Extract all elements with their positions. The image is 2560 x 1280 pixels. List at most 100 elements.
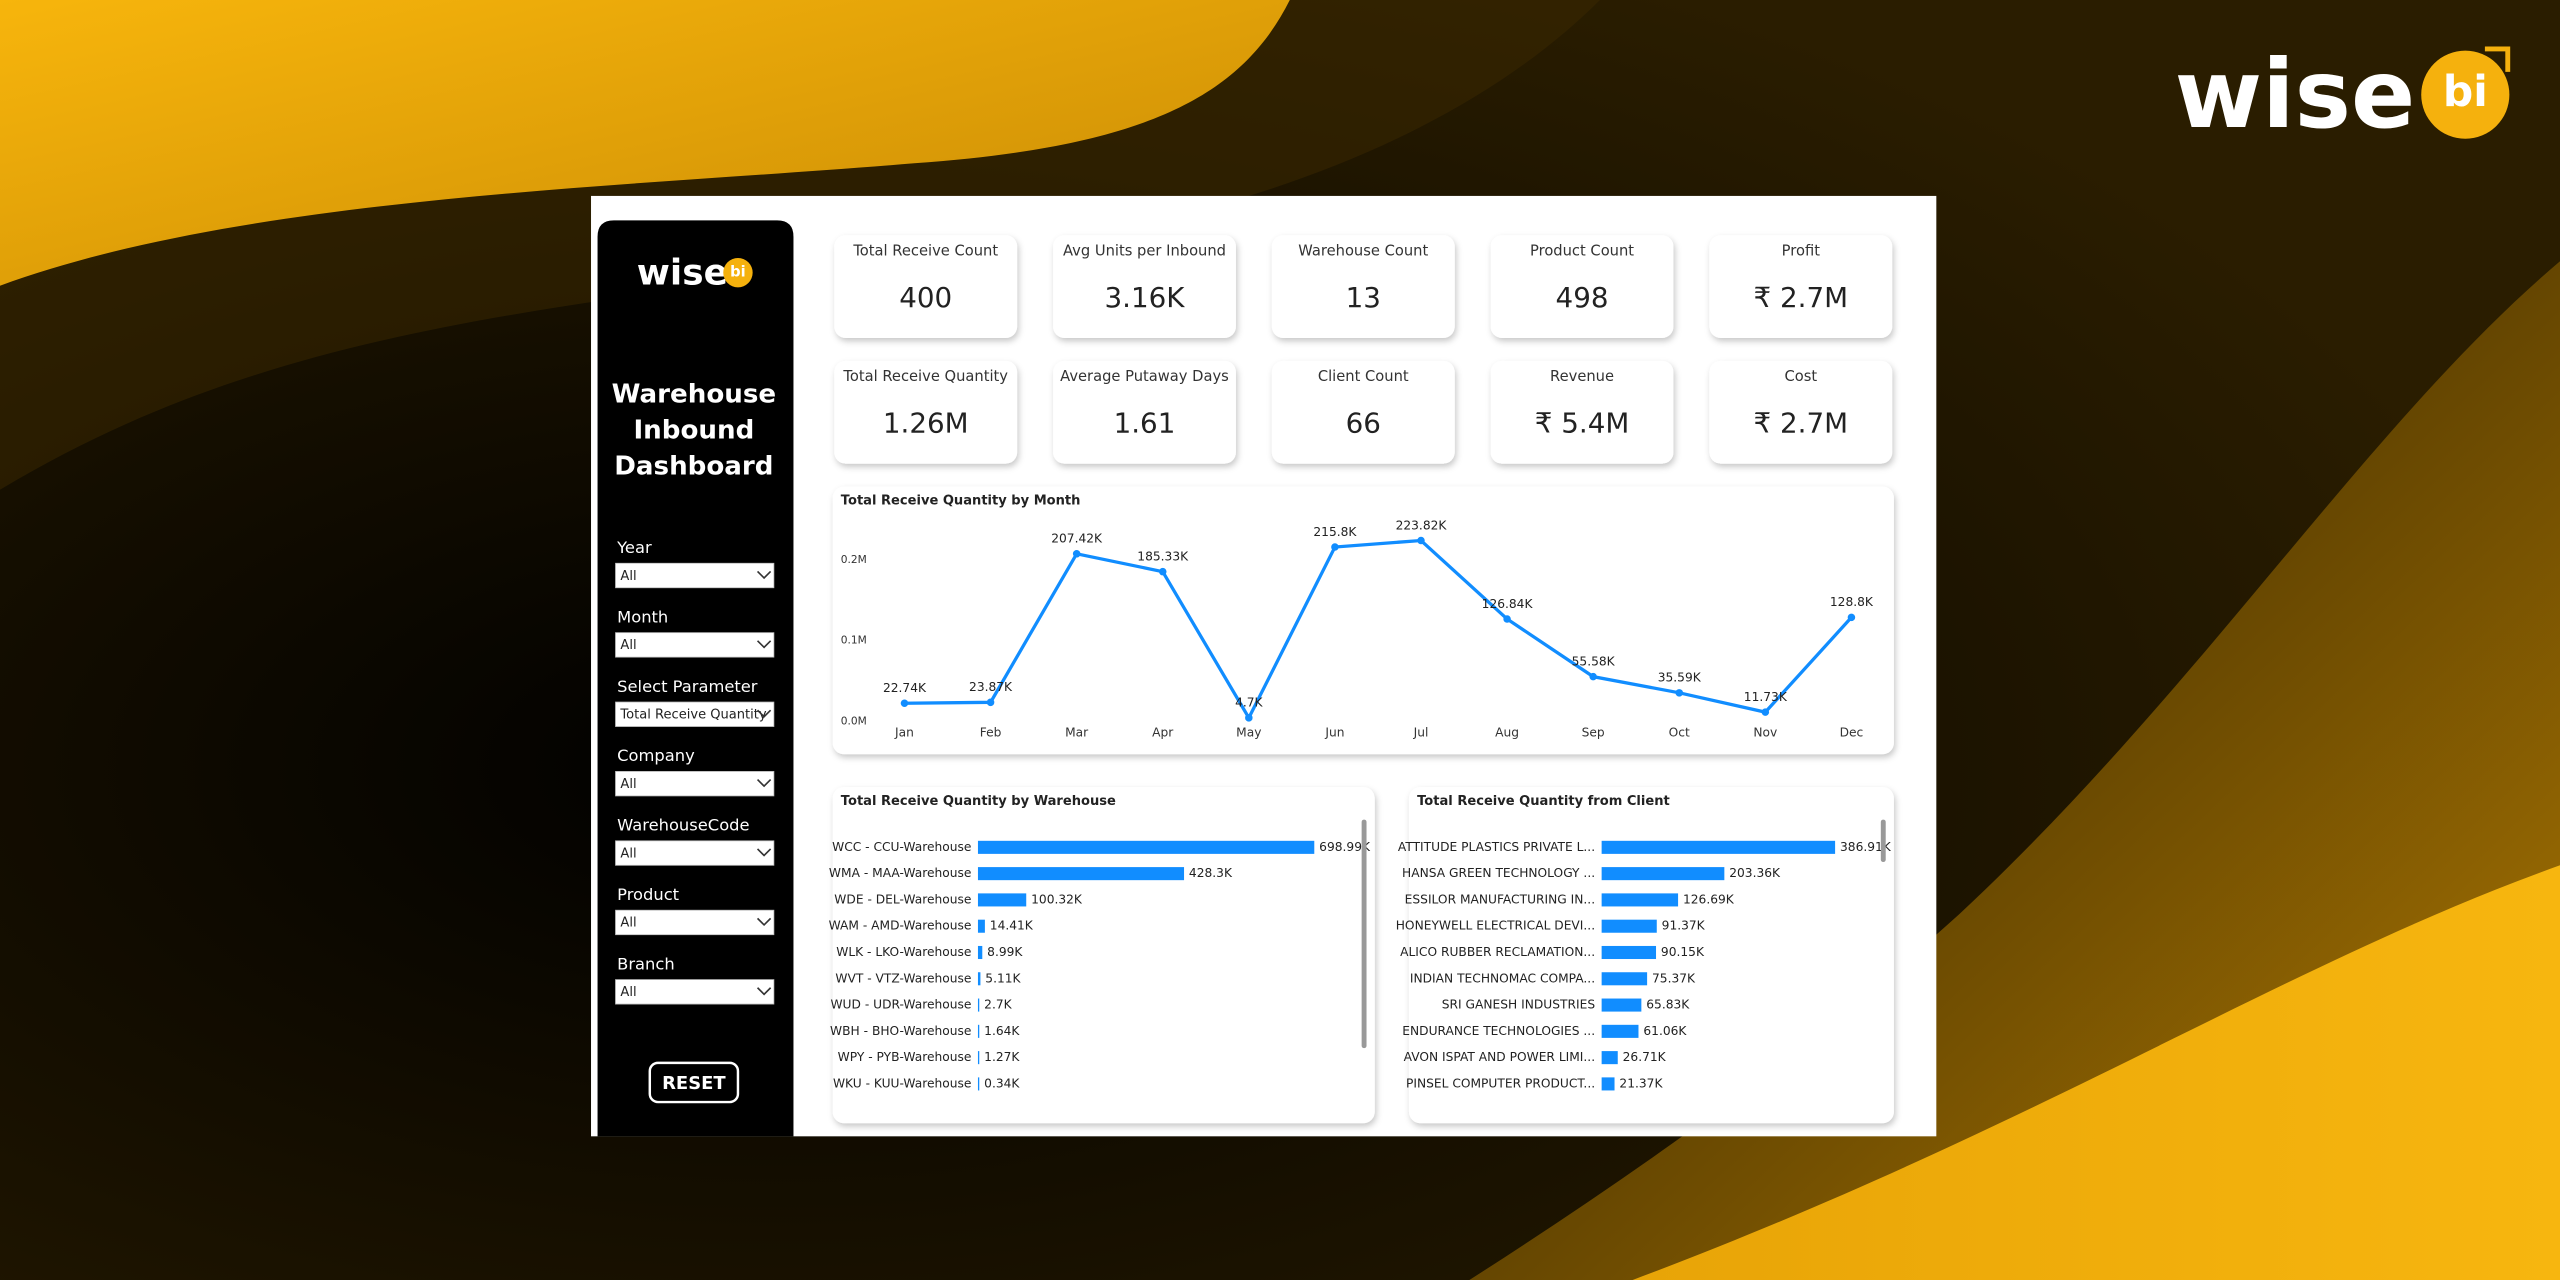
kpi-label: Profit xyxy=(1782,242,1821,259)
bg-shape xyxy=(0,0,1290,286)
sidebar-logo: wise bi xyxy=(637,252,753,293)
y-tick-label: SRI GANESH INDUSTRIES xyxy=(1442,998,1596,1012)
data-label: 90.15K xyxy=(1661,945,1705,959)
filter-dropdown[interactable]: All xyxy=(615,979,775,1005)
x-tick-label: Jul xyxy=(1413,726,1429,740)
sidebar-content: Warehouse Inbound Dashboard Year All Month All… xyxy=(612,380,776,1104)
logo-badge xyxy=(723,257,753,288)
kpi-area: Total Receive Count 400 Avg Units per Inbo… xyxy=(834,235,1893,464)
logo-badge xyxy=(2421,50,2510,139)
data-label: 4.7K xyxy=(1235,696,1263,710)
chart-title: Total Receive Quantity from Client xyxy=(1417,794,1670,809)
reset-label[interactable]: RESET xyxy=(662,1073,726,1094)
sidebar xyxy=(597,220,794,1137)
chart-card xyxy=(832,486,1894,755)
logo-badge-text: bi xyxy=(730,264,746,281)
reset-button[interactable]: RESET xyxy=(648,1061,740,1104)
kpi-card-bg xyxy=(1709,360,1893,464)
y-tick-label: HONEYWELL ELECTRICAL DEVI... xyxy=(1396,919,1595,933)
data-label: 698.99K xyxy=(1319,840,1371,854)
bar xyxy=(1601,840,1836,854)
kpi-card-bg xyxy=(1490,360,1674,464)
kpi-label: Avg Units per Inbound xyxy=(1063,242,1226,259)
data-label: 100.32K xyxy=(1031,892,1083,906)
logo-corner xyxy=(2484,46,2511,72)
data-label: 55.58K xyxy=(1572,654,1616,668)
dropdown-box[interactable] xyxy=(615,701,775,727)
logo-wordmark: wise xyxy=(637,252,728,293)
kpi-card-bg xyxy=(1271,360,1455,464)
data-label: 0.34K xyxy=(984,1076,1020,1090)
data-label: 65.83K xyxy=(1646,998,1690,1012)
data-label: 14.41K xyxy=(990,919,1034,933)
filter-dropdown[interactable]: Total Receive Quantity xyxy=(615,701,775,727)
data-label: 91.37K xyxy=(1662,919,1706,933)
data-label: 11.73K xyxy=(1744,690,1788,704)
line-point xyxy=(1331,543,1339,551)
bar xyxy=(1601,867,1725,881)
y-tick-label: PINSEL COMPUTER PRODUCT... xyxy=(1406,1076,1595,1090)
kpi-value: ₹ 2.7M xyxy=(1754,281,1849,314)
dropdown-box[interactable] xyxy=(615,840,775,866)
bar xyxy=(1601,1051,1618,1065)
dropdown-box[interactable] xyxy=(615,979,775,1005)
kpi-card-bg xyxy=(1709,235,1893,338)
filter-dropdown[interactable]: All xyxy=(615,840,775,866)
y-tick-label: ESSILOR MANUFACTURING IN... xyxy=(1405,892,1595,906)
filter-dropdown[interactable]: All xyxy=(615,632,775,658)
dropdown-box[interactable] xyxy=(615,771,775,797)
reset-box[interactable] xyxy=(648,1061,740,1104)
line-point xyxy=(1158,567,1167,576)
x-tick-label: Mar xyxy=(1065,726,1089,740)
kpi-card: Profit ₹ 2.7M xyxy=(1709,235,1893,338)
kpi-card: Cost ₹ 2.7M xyxy=(1709,360,1893,464)
dropdown-chevron xyxy=(756,570,772,580)
dropdown-value: All xyxy=(620,638,636,653)
kpi-label: Revenue xyxy=(1550,368,1614,385)
bar xyxy=(977,1024,980,1038)
filter-label: Month xyxy=(617,607,668,626)
dropdown-box[interactable] xyxy=(615,909,775,936)
kpi-label: Total Receive Count xyxy=(852,242,998,259)
brand-logo: wise bi xyxy=(2175,40,2511,150)
chart-title: Total Receive Quantity by Warehouse xyxy=(841,794,1116,809)
y-tick-label: INDIAN TECHNOMAC COMPA... xyxy=(1410,971,1595,985)
dropdown-box[interactable] xyxy=(615,632,775,658)
dropdown-box[interactable] xyxy=(615,562,775,589)
kpi-value: 3.16K xyxy=(1104,281,1185,314)
kpi-value: 1.26M xyxy=(883,406,969,439)
sidebar-title: Dashboard xyxy=(614,451,773,481)
data-label: 207.42K xyxy=(1051,532,1103,546)
kpi-label: Warehouse Count xyxy=(1298,242,1428,259)
x-tick-label: Jan xyxy=(894,726,914,740)
kpi-card-bg xyxy=(1053,235,1236,338)
kpi-card-bg xyxy=(834,235,1018,338)
y-tick-label: 0.2M xyxy=(841,553,867,566)
x-tick-label: Aug xyxy=(1495,726,1519,740)
y-tick-label: WKU - KUU-Warehouse xyxy=(833,1076,971,1090)
filter-dropdown[interactable]: All xyxy=(615,909,775,936)
filter-label: Year xyxy=(616,538,652,557)
filter-dropdown[interactable]: All xyxy=(615,771,775,797)
x-tick-label: Apr xyxy=(1152,726,1174,740)
data-label: 2.7K xyxy=(984,998,1012,1012)
chart-card xyxy=(832,786,1375,1124)
x-tick-label: May xyxy=(1236,726,1261,740)
y-tick-label: WCC - CCU-Warehouse xyxy=(832,840,971,854)
kpi-card: Revenue ₹ 5.4M xyxy=(1490,360,1674,464)
x-tick-label: Oct xyxy=(1669,726,1690,740)
kpi-card: Average Putaway Days 1.61 xyxy=(1053,360,1236,464)
kpi-card: Warehouse Count 13 xyxy=(1271,235,1455,338)
y-tick-label: 0.0M xyxy=(841,715,867,728)
line-point xyxy=(986,698,995,707)
scrollbar[interactable] xyxy=(1361,819,1367,1049)
kpi-card: Avg Units per Inbound 3.16K xyxy=(1053,235,1236,338)
filter-dropdown[interactable]: All xyxy=(615,562,775,589)
dropdown-chevron xyxy=(756,779,772,788)
scrollbar[interactable] xyxy=(1880,819,1886,863)
bar xyxy=(977,893,1027,907)
bar xyxy=(1601,1024,1639,1038)
y-tick-label: WUD - UDR-Warehouse xyxy=(830,998,971,1012)
data-label: 21.37K xyxy=(1619,1076,1663,1090)
